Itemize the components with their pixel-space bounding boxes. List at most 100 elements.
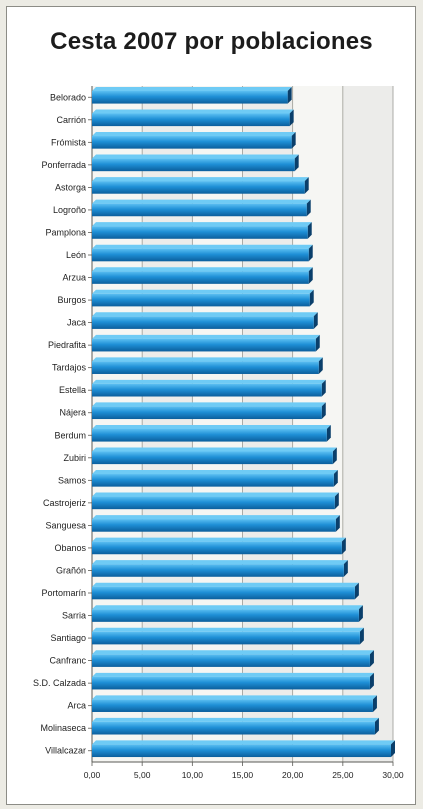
bar-top-face bbox=[92, 402, 326, 407]
bar-top-face bbox=[92, 132, 296, 137]
bar bbox=[92, 744, 391, 758]
bar-top-face bbox=[92, 424, 331, 429]
bar-top-face bbox=[92, 470, 338, 475]
category-label: Villalcazar bbox=[45, 746, 86, 756]
bar-end-face bbox=[313, 312, 318, 329]
bar bbox=[92, 293, 310, 307]
plot-band bbox=[242, 86, 293, 762]
x-tick-label: 0,00 bbox=[84, 770, 101, 780]
category-label: Arzua bbox=[62, 273, 86, 283]
category-label: Ponferrada bbox=[41, 160, 86, 170]
bar-top-face bbox=[92, 222, 312, 227]
bar bbox=[92, 158, 295, 172]
bar-top-face bbox=[92, 605, 363, 610]
bar bbox=[92, 90, 288, 104]
category-label: Berdum bbox=[54, 430, 86, 440]
plot-band bbox=[292, 86, 343, 762]
bar-top-face bbox=[92, 109, 294, 114]
category-label: Estella bbox=[59, 385, 86, 395]
bar-top-face bbox=[92, 695, 377, 700]
bar-end-face bbox=[304, 177, 309, 194]
bar-top-face bbox=[92, 244, 313, 249]
bar-end-face bbox=[326, 424, 331, 442]
bar-end-face bbox=[318, 357, 323, 374]
plot-band bbox=[192, 86, 243, 762]
bar-top-face bbox=[92, 312, 318, 317]
bar bbox=[92, 474, 334, 487]
bar bbox=[92, 699, 373, 712]
bar-end-face bbox=[291, 132, 296, 149]
category-label: S.D. Calzada bbox=[33, 678, 86, 688]
bar-end-face bbox=[354, 582, 359, 600]
category-label: Canfranc bbox=[49, 656, 86, 666]
bar-top-face bbox=[92, 627, 364, 632]
bar-top-face bbox=[92, 650, 374, 655]
category-label: Santiago bbox=[50, 633, 86, 643]
bar-top-face bbox=[92, 537, 346, 542]
bar bbox=[92, 383, 322, 397]
bar-end-face bbox=[321, 379, 326, 397]
bar bbox=[92, 338, 316, 352]
bar-top-face bbox=[92, 740, 395, 745]
bar bbox=[92, 361, 319, 374]
category-label: Pamplona bbox=[45, 227, 86, 237]
x-tick-label: 15,00 bbox=[232, 770, 254, 780]
category-label: Frómista bbox=[51, 137, 86, 147]
category-label: Belorado bbox=[50, 92, 86, 102]
category-label: Obanos bbox=[54, 543, 86, 553]
bar bbox=[92, 721, 375, 735]
bar-top-face bbox=[92, 447, 337, 452]
x-tick-label: 25,00 bbox=[332, 770, 354, 780]
bar-end-face bbox=[315, 334, 320, 352]
category-label: Sanguesa bbox=[45, 520, 86, 530]
bar bbox=[92, 631, 360, 645]
category-label: Logroño bbox=[53, 205, 86, 215]
bar bbox=[92, 564, 344, 577]
bar-end-face bbox=[321, 402, 326, 420]
bar-top-face bbox=[92, 492, 339, 497]
category-label: Jaca bbox=[67, 318, 86, 328]
bar bbox=[92, 271, 309, 284]
category-label: Tardajos bbox=[52, 363, 87, 373]
category-label: Astorga bbox=[55, 182, 86, 192]
bar bbox=[92, 316, 314, 329]
bar-end-face bbox=[306, 199, 311, 217]
bar-end-face bbox=[369, 650, 374, 667]
bar-top-face bbox=[92, 177, 309, 182]
bar-end-face bbox=[390, 740, 395, 758]
bar bbox=[92, 496, 335, 510]
bar bbox=[92, 181, 305, 194]
bar-end-face bbox=[358, 605, 363, 622]
category-label: Zubiri bbox=[63, 453, 86, 463]
bar-end-face bbox=[341, 537, 346, 555]
bar-end-face bbox=[372, 695, 377, 712]
bar-end-face bbox=[359, 627, 364, 645]
bar bbox=[92, 654, 370, 667]
x-tick-label: 30,00 bbox=[382, 770, 404, 780]
category-label: Nájera bbox=[59, 408, 86, 418]
category-label: Grañón bbox=[56, 565, 86, 575]
category-label: Portomarín bbox=[41, 588, 86, 598]
bar-end-face bbox=[334, 492, 339, 510]
bar-end-face bbox=[287, 86, 292, 104]
category-label: Arca bbox=[67, 701, 86, 711]
category-label: León bbox=[66, 250, 86, 260]
bar-end-face bbox=[335, 515, 340, 532]
bar-top-face bbox=[92, 582, 359, 587]
x-tick-label: 20,00 bbox=[282, 770, 304, 780]
bar bbox=[92, 541, 342, 555]
bar-top-face bbox=[92, 199, 311, 204]
bar-top-face bbox=[92, 86, 292, 91]
category-label: Carrión bbox=[56, 115, 86, 125]
bar-top-face bbox=[92, 515, 340, 520]
category-label: Sarria bbox=[62, 611, 86, 621]
bar-end-face bbox=[369, 672, 374, 690]
bar bbox=[92, 676, 370, 690]
bar-end-face bbox=[332, 447, 337, 465]
bar-end-face bbox=[289, 109, 294, 127]
bar bbox=[92, 113, 290, 127]
x-tick-label: 5,00 bbox=[134, 770, 151, 780]
x-tick-label: 10,00 bbox=[182, 770, 204, 780]
bar-end-face bbox=[309, 289, 314, 307]
